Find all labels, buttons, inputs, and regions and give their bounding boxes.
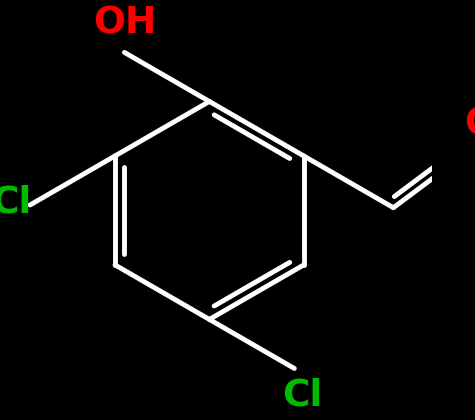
Text: O: O	[464, 107, 475, 143]
Text: Cl: Cl	[0, 185, 31, 221]
Text: OH: OH	[93, 5, 156, 41]
Text: Cl: Cl	[283, 378, 323, 414]
